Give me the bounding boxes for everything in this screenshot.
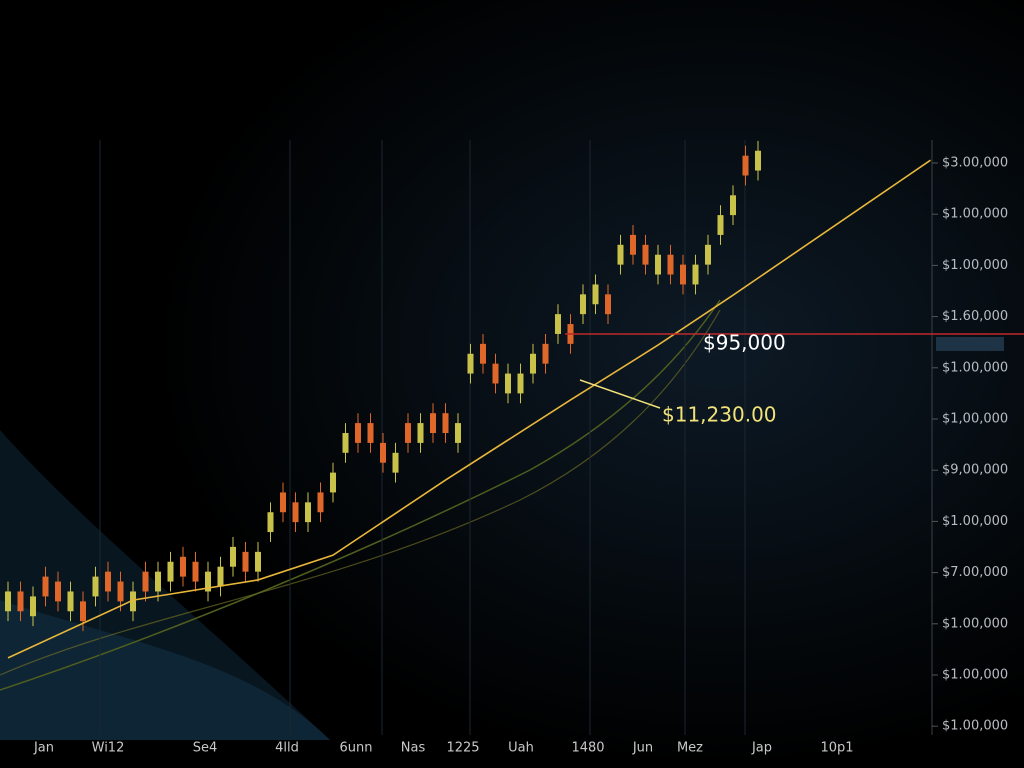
candle-body [467, 353, 474, 374]
candle-body [5, 591, 11, 612]
candle-body [180, 556, 186, 577]
candle-body [255, 551, 261, 572]
x-tick-label: Mez [677, 741, 703, 756]
candle-body [617, 244, 624, 265]
candle-body [667, 254, 674, 275]
grid [99, 140, 746, 735]
candle-body [355, 423, 361, 443]
candle-body [717, 215, 724, 235]
y-tick-label: $1,00,000 [942, 412, 1008, 427]
decor-wave [0, 600, 330, 740]
candle-body [592, 284, 599, 305]
candle-body [517, 373, 524, 394]
x-tick-label: Nas [401, 741, 426, 756]
candle-body [642, 244, 649, 265]
y-tick-label: $1.00,000 [942, 207, 1008, 222]
plot: $3.00,000 $1.00,000 $1.00,000 $1.60,000 $1.0… [5, 140, 1024, 756]
candle-body [17, 591, 24, 612]
candle-body [105, 571, 111, 592]
y-tick-label: $1.00,000 [942, 719, 1008, 734]
candle-body [605, 294, 611, 315]
candle-body [292, 502, 299, 523]
decor-line [0, 309, 721, 676]
candle-body [130, 591, 136, 612]
candle-body [705, 244, 711, 265]
level-label: $95,000 [703, 330, 786, 354]
candle-body [505, 373, 511, 394]
x-tick-label: Se4 [193, 741, 218, 756]
candle-body [742, 155, 749, 176]
candle-body [155, 571, 161, 592]
candle-body [305, 502, 311, 523]
x-tick-label: Uah [508, 741, 534, 756]
candle-body [430, 413, 436, 433]
x-tick-label: 1225 [446, 741, 479, 756]
candle-body [205, 571, 211, 592]
x-tick-label: Jap [751, 741, 772, 756]
candle-body [30, 596, 36, 617]
candle-body [405, 423, 411, 443]
candle-body [280, 492, 286, 513]
candle-body [630, 234, 636, 255]
y-tick-label: $1.00,000 [942, 616, 1008, 631]
candle-body [317, 492, 324, 513]
candle-body [542, 343, 549, 364]
x-tick-label: Jan [33, 741, 54, 756]
candle-body [692, 264, 699, 285]
candle-body [117, 581, 124, 602]
candle-body [730, 195, 736, 216]
x-tick-label: 4lld [275, 741, 299, 756]
y-tick-label: $7.00,000 [942, 565, 1008, 580]
candle-body [267, 512, 274, 533]
candle-body [480, 343, 486, 364]
candle-body [230, 546, 236, 567]
candle-body [442, 413, 449, 433]
candle-body [530, 353, 536, 374]
x-tick-label: 1480 [571, 741, 604, 756]
candle-body [555, 314, 561, 334]
candle-body [92, 576, 99, 597]
y-tick-label: $1.00,000 [942, 514, 1008, 529]
candle-body [755, 150, 761, 171]
candle-body [55, 581, 61, 602]
candle-body [492, 363, 499, 384]
moving-average [7, 159, 931, 659]
candle-body [192, 561, 199, 582]
candle-body [455, 423, 461, 443]
x-tick-label: Wi12 [92, 741, 125, 756]
annotation-arrow [579, 379, 661, 409]
candle-body [342, 433, 349, 453]
candle-body [367, 423, 374, 443]
y-tick-label: $3.00,000 [942, 156, 1008, 171]
x-tick-label: Jun [632, 741, 653, 756]
y-tick-label: $1.00,000 [942, 360, 1008, 375]
x-tick-label: 10p1 [820, 741, 853, 756]
candle-body [580, 294, 586, 315]
candle-body [217, 566, 224, 587]
y-tick-label: $1.00,000 [942, 668, 1008, 683]
x-tick-label: 6unn [340, 741, 373, 756]
candle-body [80, 601, 86, 622]
candle-body [417, 423, 424, 443]
candle-body [392, 452, 399, 473]
candle-body [330, 472, 336, 493]
y-tick-label: $1.60,000 [942, 309, 1008, 324]
decor-line [0, 299, 721, 691]
candle-body [680, 264, 686, 285]
y-tick-label: $1.00,000 [942, 258, 1008, 273]
candle-body [380, 442, 386, 463]
level-badge [936, 336, 1004, 351]
candle-body [142, 571, 149, 592]
y-tick-label: $9,00,000 [942, 463, 1008, 478]
candle-body [67, 591, 74, 612]
candle-body [655, 254, 661, 275]
candle-body [242, 551, 249, 572]
candle-body [42, 576, 49, 597]
candle-body [167, 561, 174, 582]
annotation-label: $11,230.00 [662, 403, 777, 427]
